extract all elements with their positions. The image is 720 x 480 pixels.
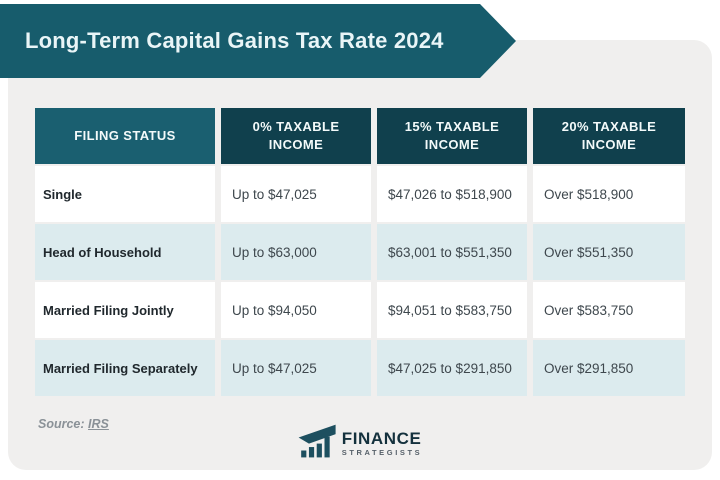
source-label: Source:	[38, 417, 85, 431]
table-cell-0-percent: Up to $47,025	[221, 340, 371, 396]
finance-strategists-logo: FINANCE STRATEGISTS	[298, 423, 423, 464]
table-cell-15-percent: $94,051 to $583,750	[377, 282, 527, 338]
tax-rate-table: FILING STATUS 0% TAXABLE INCOME 15% TAXA…	[35, 108, 685, 396]
table-cell-0-percent: Up to $47,025	[221, 166, 371, 222]
table-cell-0-percent: Up to $94,050	[221, 282, 371, 338]
table-cell-15-percent: $47,025 to $291,850	[377, 340, 527, 396]
source-attribution: Source: IRS	[38, 417, 109, 431]
table-cell-20-percent: Over $518,900	[533, 166, 685, 222]
table-cell-filing-status: Married Filing Jointly	[35, 282, 215, 338]
column-header-filing-status: FILING STATUS	[35, 108, 215, 164]
column-header-0-percent: 0% TAXABLE INCOME	[221, 108, 371, 164]
table-cell-filing-status: Head of Household	[35, 224, 215, 280]
table-cell-0-percent: Up to $63,000	[221, 224, 371, 280]
table-cell-15-percent: $63,001 to $551,350	[377, 224, 527, 280]
table-cell-15-percent: $47,026 to $518,900	[377, 166, 527, 222]
bar-chart-logo-icon	[298, 423, 336, 464]
logo-finance-text: FINANCE	[341, 429, 422, 449]
logo-strategists-text: STRATEGISTS	[341, 448, 423, 458]
table-cell-20-percent: Over $583,750	[533, 282, 685, 338]
column-header-15-percent: 15% TAXABLE INCOME	[377, 108, 527, 164]
title-banner: Long-Term Capital Gains Tax Rate 2024	[0, 4, 516, 78]
column-header-20-percent: 20% TAXABLE INCOME	[533, 108, 685, 164]
table-cell-filing-status: Single	[35, 166, 215, 222]
table-cell-filing-status: Married Filing Separately	[35, 340, 215, 396]
table-cell-20-percent: Over $291,850	[533, 340, 685, 396]
page-title: Long-Term Capital Gains Tax Rate 2024	[25, 28, 444, 53]
logo-wordmark: FINANCE STRATEGISTS	[342, 430, 423, 457]
table-cell-20-percent: Over $551,350	[533, 224, 685, 280]
source-irs-link[interactable]: IRS	[88, 417, 109, 431]
